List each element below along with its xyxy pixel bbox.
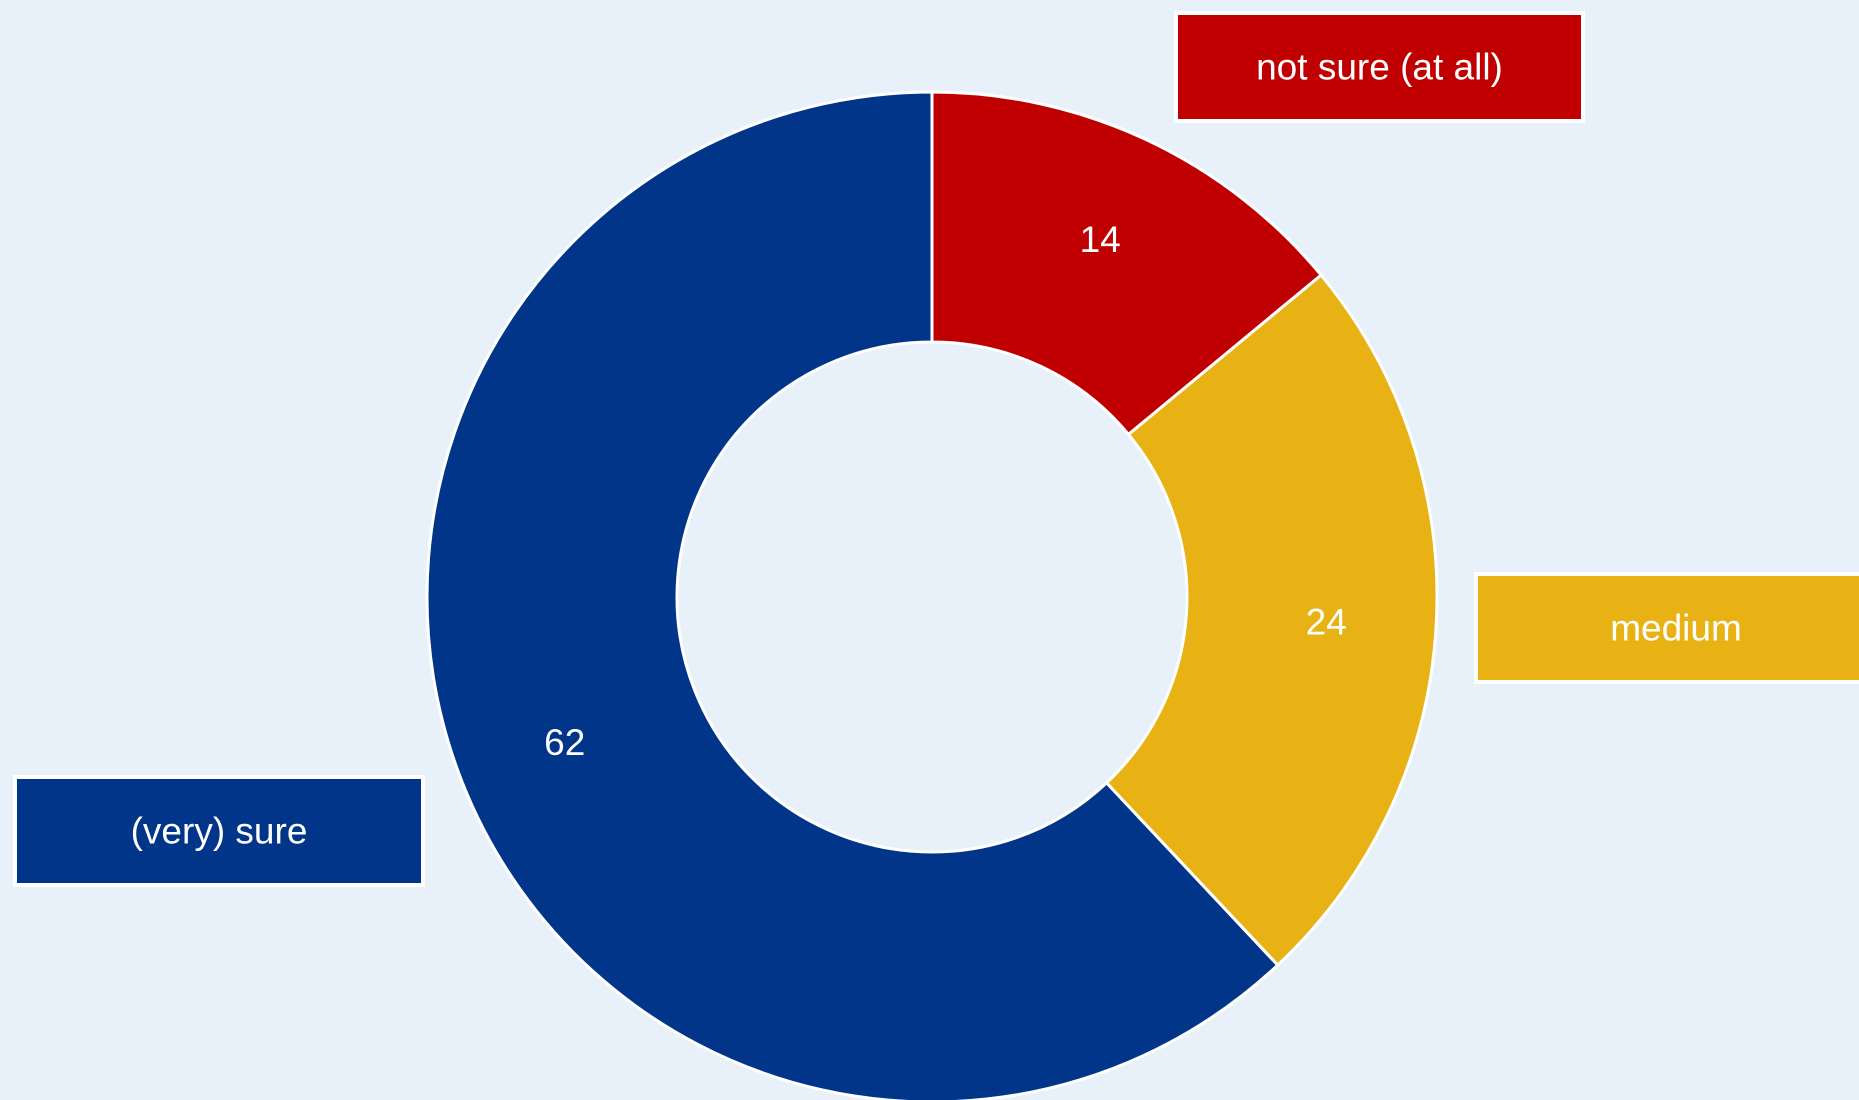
category-box-not-sure [1174, 11, 1585, 123]
slices-group [425, 90, 1439, 1100]
category-box-very-sure [13, 775, 425, 887]
category-label-medium: medium [1610, 608, 1742, 649]
slice-not-sure [930, 90, 1324, 437]
category-label-not-sure: not sure (at all) [1256, 47, 1503, 88]
category-labels-group: not sure (at all) medium (very) sure [13, 11, 1859, 887]
value-label-very-sure: 62 [544, 722, 585, 763]
category-label-very-sure: (very) sure [131, 811, 308, 852]
value-label-medium: 24 [1306, 601, 1347, 642]
slice-very-sure [425, 90, 1280, 1100]
value-labels-group: 14 24 62 [544, 219, 1347, 763]
value-label-not-sure: 14 [1080, 219, 1121, 260]
category-box-medium [1474, 572, 1859, 684]
slice-medium [1104, 272, 1439, 968]
